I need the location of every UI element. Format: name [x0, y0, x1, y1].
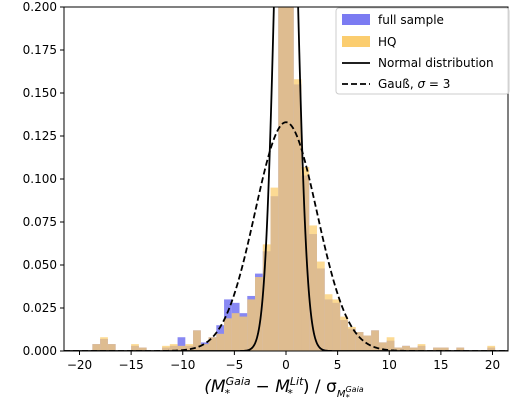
hq-bar [255, 277, 263, 351]
hq-bar [293, 79, 302, 352]
hq-bar [107, 344, 116, 351]
legend-gauss-prefix: Gauß, [378, 77, 417, 91]
x-tick-label: 10 [382, 358, 397, 372]
x-tick-label: −20 [67, 358, 92, 372]
y-tick-label: 0.150 [23, 86, 57, 100]
hq-bar [231, 313, 240, 351]
hq-bar [316, 261, 325, 351]
legend-label-normal: Normal distribution [378, 56, 494, 70]
hq-bar [278, 7, 286, 351]
hq-bar [409, 347, 418, 351]
hq-bar [340, 316, 348, 351]
x-tick-label: 20 [485, 358, 500, 372]
hq-bar [324, 294, 333, 351]
full-sample-bar [177, 337, 186, 351]
y-tick-label: 0.100 [23, 172, 57, 186]
hq-bar [239, 316, 248, 351]
hq-bar [371, 330, 379, 351]
hq-bar [162, 345, 170, 351]
legend-label-full-sample: full sample [378, 13, 444, 27]
xlabel-minus: − M [250, 377, 290, 397]
x-tick-label: 0 [282, 358, 290, 372]
y-tick-label: 0.125 [23, 129, 57, 143]
hq-bar [177, 345, 186, 351]
xlabel-lhs-base: (M [204, 377, 226, 397]
hq-bar [131, 344, 139, 351]
xlabel-sigma-sub-sub: * [346, 393, 350, 400]
hq-bar [200, 344, 209, 351]
legend-gauss-sigma: σ [417, 77, 425, 91]
y-axis-ticks: 0.000 0.025 0.050 0.075 0.100 0.125 0.150 0.175… [23, 0, 64, 358]
hq-bar [347, 326, 356, 351]
x-tick-label: −5 [226, 358, 244, 372]
hq-bar [394, 347, 403, 351]
legend: full sample HQ Normal distribution Gauß,… [335, 7, 510, 95]
x-tick-label: 5 [334, 358, 342, 372]
hq-bar [378, 342, 387, 351]
hq-bar [270, 187, 279, 351]
x-tick-label: 15 [433, 358, 448, 372]
legend-swatch-hq [342, 36, 370, 47]
xlabel-lhs-sup: Gaia [226, 375, 251, 388]
y-tick-label: 0.175 [23, 43, 57, 57]
hq-bar [417, 344, 426, 351]
legend-gauss-suffix: = 3 [425, 77, 450, 91]
y-tick-label: 0.000 [23, 344, 57, 358]
xlabel-close: ) / σ [303, 377, 337, 397]
xlabel-rhs-sup: Lit [290, 375, 304, 388]
hq-bar [433, 347, 441, 351]
legend-swatch-full-sample [342, 14, 370, 25]
hq-bar [301, 166, 310, 351]
gauss-sigma3-curve [64, 121, 508, 351]
hq-bar [286, 7, 294, 351]
y-tick-label: 0.200 [23, 0, 57, 14]
y-tick-label: 0.050 [23, 258, 57, 272]
xlabel-sigma-sub: M [337, 389, 346, 400]
hq-bar [402, 345, 410, 351]
xlabel-sigma-sub-sup: Gaia [345, 385, 363, 394]
hq-bar [185, 344, 194, 351]
y-tick-label: 0.025 [23, 301, 57, 315]
x-axis-ticks: −20 −15 −10 −5 0 5 10 15 20 [67, 351, 500, 372]
hq-bar [440, 347, 449, 351]
hq-bar [92, 344, 101, 351]
hq-bars [92, 7, 496, 352]
xlabel-rhs-sub: * [287, 387, 293, 400]
hq-bar [487, 345, 496, 351]
hq-bar [208, 337, 217, 351]
hq-bar [386, 337, 395, 351]
hq-bar [262, 244, 271, 351]
hq-bar [224, 318, 232, 351]
hq-bar [456, 347, 465, 351]
hq-bar [332, 299, 341, 351]
hq-bar [309, 225, 317, 351]
x-tick-label: −15 [118, 358, 143, 372]
y-tick-label: 0.075 [23, 215, 57, 229]
hq-bar [138, 347, 147, 351]
x-tick-label: −10 [170, 358, 195, 372]
x-axis-label: (MGaia * − MLit *) / σMGaia * [204, 375, 364, 400]
hq-bar [355, 332, 364, 351]
hq-bar [247, 299, 256, 351]
hq-bar [216, 333, 225, 351]
hq-bar [193, 330, 201, 351]
legend-box [335, 7, 510, 95]
model-curves [64, 7, 508, 351]
xlabel-lhs-sub: * [225, 387, 231, 400]
hq-bar [169, 344, 178, 351]
legend-label-hq: HQ [378, 35, 396, 49]
hq-bar [100, 337, 108, 351]
legend-label-gauss: Gauß, σ = 3 [378, 77, 450, 91]
